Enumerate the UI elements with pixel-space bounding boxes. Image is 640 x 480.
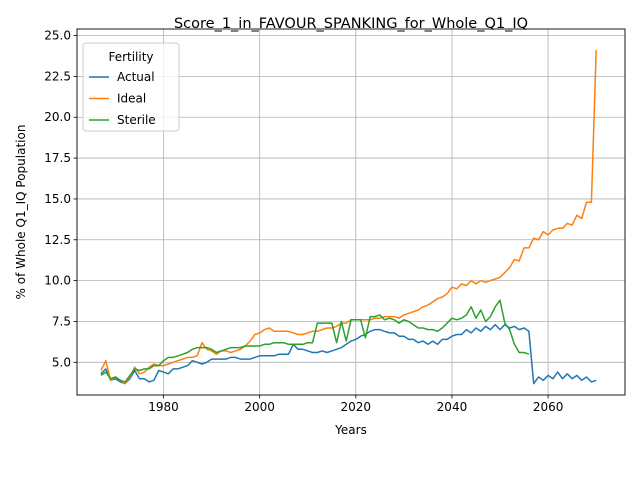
- x-tick-label: 2020: [341, 400, 372, 414]
- legend-entries: Actual Ideal Sterile: [89, 70, 156, 127]
- axis-ticks: 1980 2000 2020 2040 2060 5.0 7.5 10.0 12.5 15.0 17…: [44, 29, 563, 414]
- y-axis-label: % of Whole Q1_IQ Population: [14, 125, 28, 300]
- y-tick-label: 5.0: [52, 355, 71, 369]
- series-line-actual: [100, 323, 597, 385]
- y-tick-label: 17.5: [44, 151, 71, 165]
- y-tick-label: 20.0: [44, 110, 71, 124]
- grid: [77, 29, 625, 395]
- y-tick-label: 25.0: [44, 29, 71, 43]
- y-tick-label: 22.5: [44, 69, 71, 83]
- legend: Fertility Actual Ideal Sterile: [82, 42, 180, 132]
- plot-frame: [76, 28, 626, 396]
- legend-label-sterile: Sterile: [117, 113, 156, 127]
- x-tick-label: 2060: [533, 400, 564, 414]
- series-line-sterile: [100, 299, 530, 383]
- x-tick-label: 2000: [244, 400, 275, 414]
- y-tick-label: 15.0: [44, 192, 71, 206]
- legend-box: [82, 42, 180, 132]
- series-line-ideal: [100, 50, 597, 385]
- chart-title: Score_1_in_FAVOUR_SPANKING_for_Whole_Q1_…: [174, 16, 528, 32]
- series-lines: [100, 50, 597, 385]
- y-tick-label: 7.5: [52, 314, 71, 328]
- legend-label-ideal: Ideal: [117, 92, 146, 106]
- y-tick-label: 10.0: [44, 274, 71, 288]
- x-axis-label: Years: [334, 423, 367, 437]
- x-tick-label: 1980: [148, 400, 179, 414]
- x-tick-label: 2040: [437, 400, 468, 414]
- legend-title: Fertility: [108, 50, 153, 64]
- legend-label-actual: Actual: [117, 70, 155, 84]
- y-tick-label: 12.5: [44, 233, 71, 247]
